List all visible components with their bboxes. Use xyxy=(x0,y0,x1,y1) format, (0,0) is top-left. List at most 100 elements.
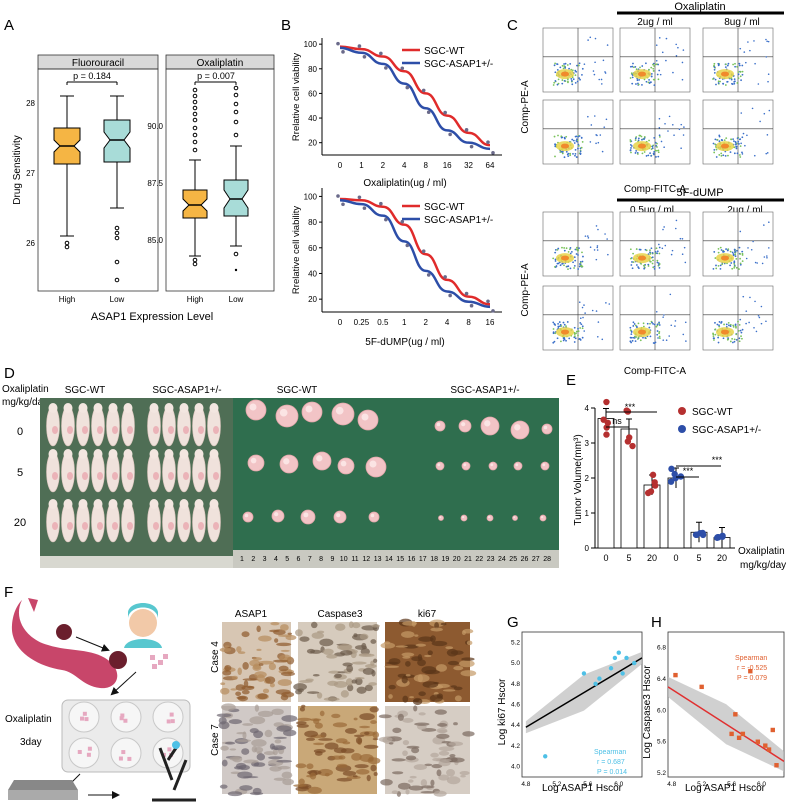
mouse-tumor xyxy=(198,426,204,434)
cell-fragment xyxy=(82,711,87,716)
ruler-label: 3 xyxy=(263,556,267,563)
b-xtick: 64 xyxy=(486,161,495,170)
e-ytick: 1 xyxy=(585,509,590,518)
mouse xyxy=(63,449,73,459)
mouse xyxy=(108,499,118,509)
a-facet2-pvalue: p = 0.007 xyxy=(197,71,235,81)
mouse-tumor xyxy=(97,426,103,434)
a-facet1-title: Fluorouracil xyxy=(72,58,124,69)
cell-fragment xyxy=(87,746,92,751)
b-xtick: 0 xyxy=(338,318,343,327)
e-xtick: 20 xyxy=(717,553,727,563)
b-ytick: 80 xyxy=(308,65,317,74)
mouse xyxy=(93,449,103,459)
tumor xyxy=(540,461,550,471)
tumor-highlight xyxy=(244,513,249,518)
tumor-highlight xyxy=(316,455,323,462)
tumor xyxy=(331,402,355,426)
b-data-point xyxy=(426,273,431,277)
tumor-highlight xyxy=(361,413,369,421)
culture-wells xyxy=(68,701,184,769)
flow-plot xyxy=(702,27,774,93)
mouse-tumor xyxy=(52,522,58,530)
tumor-highlight xyxy=(370,513,375,518)
mouse-tumor xyxy=(213,522,219,530)
a-facet1-xtick: High xyxy=(59,295,75,304)
cell-fragments xyxy=(158,660,163,665)
e-data-point xyxy=(603,424,610,431)
e-xtick: 5 xyxy=(626,553,631,563)
tumor xyxy=(242,511,254,523)
scatter-point xyxy=(755,739,761,744)
scatter-xtick: 4.8 xyxy=(521,781,530,788)
scatter-xtick: 5.6 xyxy=(727,781,736,788)
tumor xyxy=(434,420,446,432)
scatter-ytick: 4.4 xyxy=(511,722,520,729)
tumor-highlight xyxy=(437,463,441,467)
b-bot-legend-asap: SGC-ASAP1+/- xyxy=(424,215,493,226)
b-xtick: 0 xyxy=(338,161,343,170)
panel-e: E Tumor Volume(mm³) 0 1 2 3 4 0 5 20 0 5 20 *** n… xyxy=(566,372,786,571)
scatter-point xyxy=(774,763,779,768)
tumor-highlight xyxy=(542,463,546,467)
tumor xyxy=(438,515,444,521)
e-ytick: 2 xyxy=(585,474,590,483)
tumor-highlight xyxy=(305,405,313,413)
mouse-tumor xyxy=(198,522,204,530)
tumor xyxy=(247,454,265,472)
scatter-ytick: 4.0 xyxy=(511,764,520,771)
slide-scanner-icon xyxy=(8,790,78,800)
ruler-label: 14 xyxy=(385,556,393,563)
b-data-point xyxy=(421,249,426,254)
e-data-point xyxy=(667,478,675,485)
ihc-image xyxy=(219,622,297,702)
a-facet2-frame xyxy=(165,68,275,292)
a-facet1-ytick: 26 xyxy=(26,239,35,248)
panel-letter-b: B xyxy=(281,17,291,34)
e-bar xyxy=(667,477,685,549)
scatter-xtick: 6.0 xyxy=(614,781,623,788)
a-facet1-box-high xyxy=(53,95,81,250)
doctor-icon xyxy=(129,609,157,637)
scatter-point xyxy=(673,672,678,678)
d-ruler-tumor xyxy=(233,550,559,568)
d-ruler-labels: 1 2 3 4 5 6 7 8 9 10 11 12 13 14 15 16 17 18 19 20 21 22 23 24 2… xyxy=(240,556,551,563)
scatter-ytick: 4.6 xyxy=(511,702,520,709)
ruler-label: 26 xyxy=(521,556,529,563)
tumor xyxy=(510,420,530,440)
ruler-label: 12 xyxy=(362,556,370,563)
e-data-point xyxy=(649,471,657,479)
ihc-case-label: Case 4 xyxy=(210,641,221,673)
ihc-image xyxy=(216,703,298,797)
d-dose-unit: mg/kg/day xyxy=(2,397,48,408)
b-bot-xticks: 0 0.25 0.5 1 2 4 8 16 xyxy=(338,318,495,327)
tumor-sample xyxy=(109,651,127,669)
tumor xyxy=(541,423,553,435)
d-mice xyxy=(46,403,221,543)
fit-line xyxy=(667,686,785,762)
ruler-label: 4 xyxy=(274,556,278,563)
c-bot-drug: 5F-dUMP xyxy=(676,187,723,199)
tumor-highlight xyxy=(541,516,544,519)
mouse-tumor xyxy=(153,472,159,480)
ruler-label: 9 xyxy=(330,556,334,563)
tumor-highlight xyxy=(484,420,491,427)
b-data-point xyxy=(469,144,474,149)
scatter-point xyxy=(733,712,738,717)
c-top-xlabel: Comp-FITC-A xyxy=(624,184,687,195)
b-top-series xyxy=(336,41,495,155)
a-facet2-box-high xyxy=(182,87,208,267)
cell-fragment xyxy=(127,756,132,761)
mouse xyxy=(78,449,88,459)
c-bot-ylabel: Comp-PE-A xyxy=(520,263,531,317)
b-ytick: 60 xyxy=(308,244,317,253)
d-ruler-mice xyxy=(40,556,233,568)
d-tumors xyxy=(242,399,553,525)
panel-letter-d: D xyxy=(4,365,15,382)
mouse xyxy=(194,403,204,413)
mouse xyxy=(108,449,118,459)
b-data-point xyxy=(336,41,340,46)
mouse xyxy=(149,403,159,413)
b-data-point xyxy=(448,293,452,298)
